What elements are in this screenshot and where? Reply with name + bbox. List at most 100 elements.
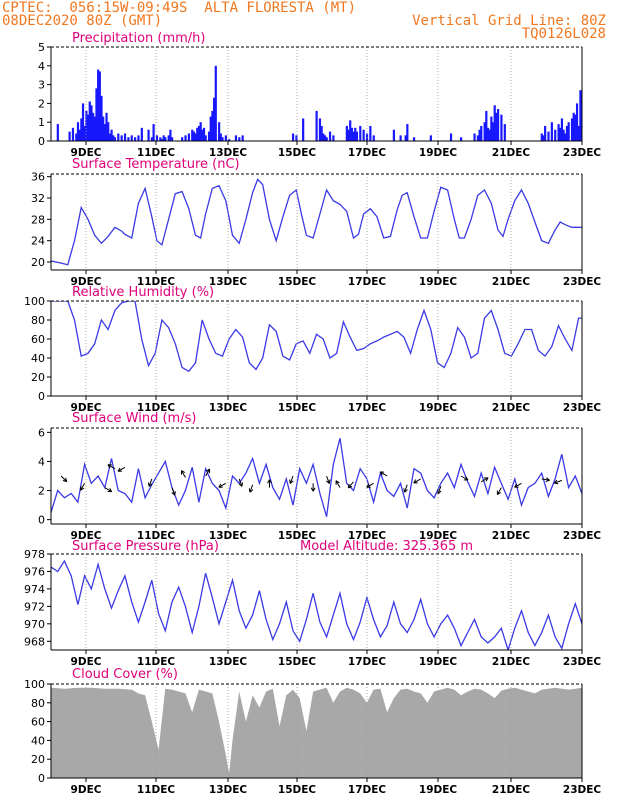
precip-title: Precipitation (mm/h)	[72, 31, 205, 46]
precip-bar	[140, 127, 143, 141]
precip-bar	[194, 133, 197, 141]
wind-vector-arrow	[413, 478, 421, 484]
precip-bar	[449, 133, 453, 141]
precip-bar	[564, 133, 567, 141]
x-tick-label: 13DEC	[209, 656, 248, 668]
wind-vector-head	[514, 483, 518, 488]
precip-bar	[540, 133, 543, 141]
precip-bar	[315, 110, 318, 141]
precip-bar	[347, 129, 350, 141]
y-tick-label: 0	[38, 772, 45, 785]
x-tick-label: 23DEC	[563, 656, 602, 668]
y-tick-label: 5	[38, 41, 45, 54]
pressure-title: Surface Pressure (hPa)	[72, 539, 219, 554]
precip-bar	[170, 137, 174, 141]
precip-bar	[493, 105, 496, 141]
wind-series-line	[51, 438, 582, 517]
wind-vector-arrow	[437, 486, 442, 494]
precip-bar	[130, 135, 133, 141]
x-tick-label: 17DEC	[348, 402, 387, 414]
y-tick-label: 60	[31, 716, 45, 729]
precip-bar	[155, 135, 159, 141]
wind-vector-arrow	[460, 475, 469, 481]
y-tick-label: 60	[31, 333, 45, 346]
y-tick-label: 0	[38, 135, 45, 148]
precip-bar	[192, 131, 196, 141]
x-tick-label: 23DEC	[563, 784, 602, 796]
precip-bar	[191, 129, 194, 141]
y-tick-label: 1	[38, 116, 45, 129]
precip-bar	[209, 116, 212, 141]
precip-bar	[565, 125, 569, 141]
precip-bar	[95, 88, 98, 141]
precip-bar	[544, 125, 547, 141]
temp-title: Surface Temperature (nC)	[72, 157, 240, 172]
precip-bar	[137, 135, 140, 141]
precip-bar	[187, 133, 190, 141]
wind-vector-head	[238, 483, 243, 487]
precip-bar	[103, 124, 106, 141]
pressure-series-line	[51, 559, 582, 650]
y-tick-label: 972	[24, 600, 45, 613]
temp-panel	[47, 173, 583, 274]
rh-panel	[47, 300, 583, 400]
cloud-cover-area	[51, 687, 582, 778]
x-tick-label: 19DEC	[419, 276, 458, 288]
x-tick-label: 19DEC	[419, 530, 458, 542]
wind-vector-head	[465, 476, 469, 481]
precip-bar	[542, 135, 545, 141]
precip-bar	[211, 110, 214, 141]
precip-bar	[112, 135, 115, 141]
wind-vector-arrow	[180, 470, 186, 478]
x-tick-label: 13DEC	[209, 530, 248, 542]
precip-bar	[574, 114, 577, 141]
wind-vector-head	[107, 464, 111, 469]
y-tick-label: 978	[24, 548, 45, 561]
wind-vector-arrow	[117, 466, 126, 472]
rh-series-line	[51, 301, 582, 373]
x-tick-label: 23DEC	[563, 402, 602, 414]
wind-vector-head	[171, 492, 176, 496]
wind-vector-head	[328, 479, 331, 484]
wind-vector-head	[546, 477, 550, 481]
wind-vector-head	[181, 470, 186, 474]
precip-bar	[76, 122, 80, 141]
wind-vector-head	[310, 487, 314, 492]
precip-bar	[81, 103, 85, 141]
precip-bar	[117, 133, 120, 141]
y-tick-label: 20	[31, 753, 45, 766]
x-tick-label: 11DEC	[137, 402, 176, 414]
wind-vector-head	[65, 477, 68, 482]
wind-vector-head	[403, 488, 405, 493]
precip-bar	[102, 116, 105, 141]
precip-bar	[83, 125, 86, 141]
precip-bar	[412, 137, 416, 141]
wind-vector-head	[174, 491, 176, 496]
precip-bar	[108, 133, 112, 141]
precip-bar	[56, 124, 59, 141]
precip-bar	[478, 129, 481, 141]
x-tick-label: 21DEC	[492, 784, 531, 796]
precip-bar	[349, 120, 352, 141]
x-tick-label: 9DEC	[71, 784, 102, 796]
wind-vector-head	[289, 479, 291, 484]
precip-bar	[328, 131, 332, 141]
precip-bar	[575, 103, 579, 141]
y-tick-label: 6	[38, 426, 45, 439]
precip-bar	[579, 90, 582, 141]
precip-bar	[107, 122, 110, 141]
wind-vector-head	[249, 489, 254, 493]
precip-bar	[152, 124, 155, 141]
wind-vector-head	[335, 480, 340, 484]
precip-bar	[90, 105, 93, 141]
wind-vector-head	[404, 489, 408, 493]
precip-bar	[197, 125, 201, 141]
y-tick-label: 976	[24, 565, 45, 578]
precip-bar	[98, 71, 101, 141]
y-tick-label: 24	[31, 235, 45, 248]
precip-bar	[160, 139, 164, 141]
x-tick-label: 11DEC	[137, 656, 176, 668]
x-tick-label: 17DEC	[348, 656, 387, 668]
precip-bar	[554, 129, 557, 141]
precip-bar	[291, 133, 295, 141]
